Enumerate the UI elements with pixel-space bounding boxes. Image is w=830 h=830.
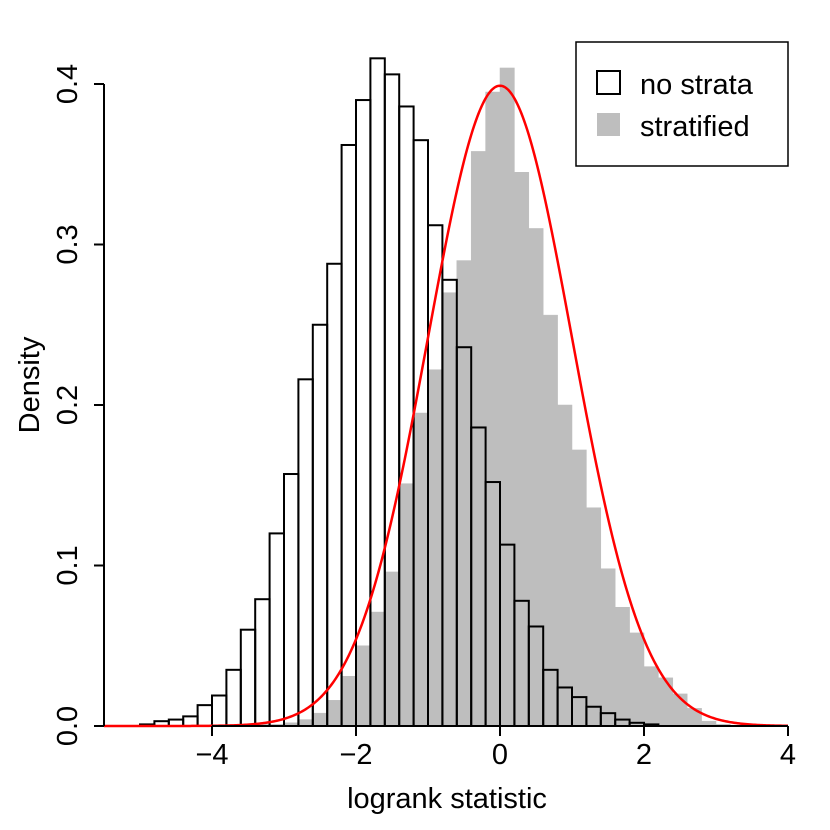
no-strata-bar <box>196 704 214 728</box>
stratified-bar <box>485 91 501 727</box>
y-axis-title: Density <box>14 336 46 433</box>
no-strata-bar <box>283 473 300 728</box>
stratified-bar <box>398 483 414 727</box>
stratified-bar <box>586 507 602 727</box>
y-tick-label: 0.0 <box>52 706 84 746</box>
stratified-bar <box>528 228 544 727</box>
legend-swatch-no-strata <box>596 70 621 95</box>
stratified-bar <box>470 151 486 727</box>
stratified-bar <box>456 260 472 727</box>
legend-swatch-stratified <box>597 113 620 136</box>
stratified-bar <box>499 67 515 727</box>
stratified-bar <box>629 632 645 727</box>
no-strata-bar <box>182 715 199 727</box>
stratified-bar <box>442 292 458 727</box>
stratified-bar <box>370 611 386 727</box>
stratified-bar <box>355 645 371 727</box>
stratified-bar <box>542 314 558 727</box>
stratified-bar <box>326 700 342 727</box>
no-strata-bar <box>254 598 271 728</box>
no-strata-bar <box>297 378 314 727</box>
legend-label-no-strata: no strata <box>640 69 754 101</box>
stratified-bar <box>643 666 659 727</box>
stratified-bar <box>557 404 573 727</box>
x-tick-label: 4 <box>780 739 796 771</box>
y-tick-label: 0.1 <box>52 545 84 585</box>
stratified-bar <box>514 172 530 727</box>
no-strata-bar <box>268 532 286 728</box>
x-tick-label: 2 <box>636 739 652 771</box>
stratified-bar <box>600 568 616 727</box>
stratified-bar <box>413 412 429 727</box>
stratified-bar <box>312 712 328 727</box>
no-strata-bar <box>211 694 228 728</box>
x-axis-title: logrank statistic <box>347 783 547 815</box>
stratified-bar <box>341 675 357 727</box>
no-strata-bar <box>340 143 358 728</box>
y-tick-label: 0.2 <box>52 385 84 425</box>
x-axis: −4 −2 0 2 4 <box>195 725 796 771</box>
stratified-bar <box>427 369 443 727</box>
stratified-bar <box>658 677 674 727</box>
stratified-bar <box>571 449 587 727</box>
no-strata-bar <box>225 668 242 728</box>
stratified-bar <box>384 571 400 727</box>
y-tick-label: 0.4 <box>52 64 84 104</box>
stratified-bar <box>614 606 630 727</box>
x-tick-label: 0 <box>492 739 508 771</box>
legend-label-stratified: stratified <box>640 111 750 143</box>
no-strata-bar <box>326 262 343 727</box>
no-strata-bar <box>311 323 329 727</box>
y-tick-label: 0.3 <box>52 224 84 264</box>
legend-box <box>575 41 789 167</box>
legend: no strata stratified <box>575 41 789 167</box>
x-tick-label: −4 <box>195 739 228 771</box>
x-tick-label: −2 <box>339 739 372 771</box>
no-strata-bar <box>239 628 257 728</box>
y-axis: 0.0 0.1 0.2 0.3 0.4 <box>52 64 105 746</box>
stratified-bars <box>254 67 731 727</box>
